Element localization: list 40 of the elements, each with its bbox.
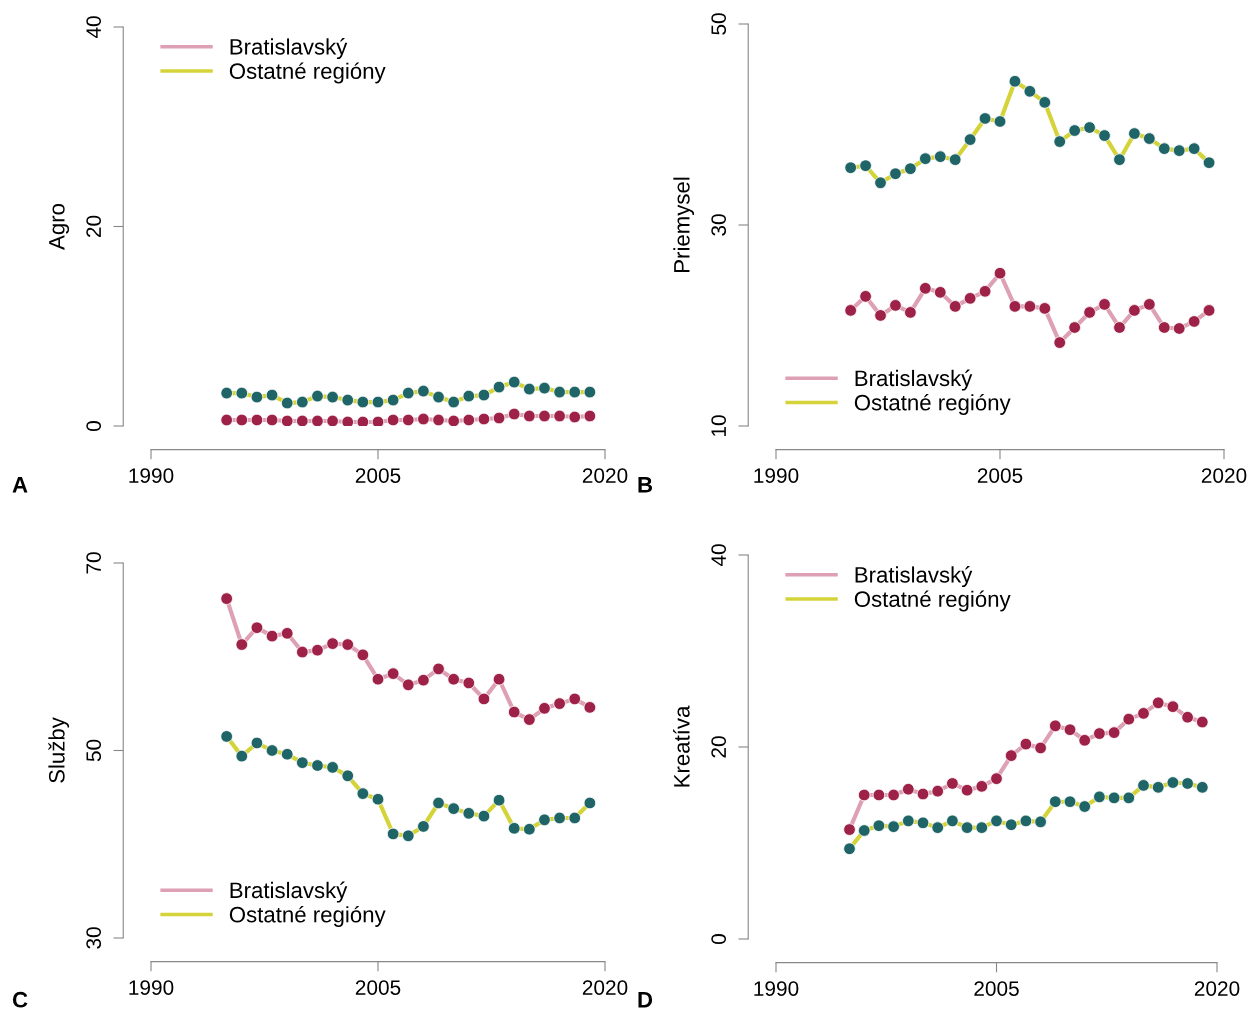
legend-label: Bratislavský [855,566,973,588]
y-axis-title: Kreatíva [673,705,690,787]
x-tick-label: 2020 [582,468,628,483]
legend-label: Ostatné regióny [229,905,386,927]
x-tick-label: 2020 [582,980,628,995]
y-tick-label: 40 [711,544,727,567]
y-tick-label: 40 [86,16,102,39]
y-axis-title: Služby [48,717,70,783]
x-tick-label: 1990 [129,980,174,995]
text: B [638,477,653,493]
legend-label: Bratislavský [230,881,348,903]
y-tick-label: 0 [711,934,727,944]
legend-label: Bratislavský [230,38,348,60]
text: D [638,992,653,1008]
text: C [12,991,28,1008]
x-tick-label: 1990 [754,468,799,483]
y-tick-label: 70 [86,552,102,574]
legend-label: Bratislavský [855,369,973,391]
legend-label: Ostatné regióny [229,62,386,84]
legend-label: Ostatné regióny [854,590,1011,612]
y-tick-label: 10 [711,415,727,436]
x-tick-label: 2020 [1194,981,1240,996]
x-tick-label: 2020 [1201,468,1247,483]
y-tick-label: 30 [711,214,727,236]
y-tick-label: 20 [86,215,102,238]
x-tick-label: 2005 [355,980,401,995]
y-tick-label: 30 [86,927,102,949]
y-axis-title: Agro [49,203,70,250]
x-tick-label: 1990 [129,468,174,483]
y-tick-label: 20 [711,736,727,758]
x-tick-label: 2005 [977,468,1023,483]
y-tick-label: 50 [86,739,102,762]
x-tick-label: 2005 [355,468,401,483]
y-axis-title: Priemysel [673,177,695,272]
text: A [12,477,28,493]
y-tick-label: 0 [86,421,102,431]
x-tick-label: 2005 [974,981,1019,996]
x-tick-label: 1990 [754,981,799,996]
legend-label: Ostatné regióny [854,393,1011,415]
y-tick-label: 50 [711,13,727,35]
